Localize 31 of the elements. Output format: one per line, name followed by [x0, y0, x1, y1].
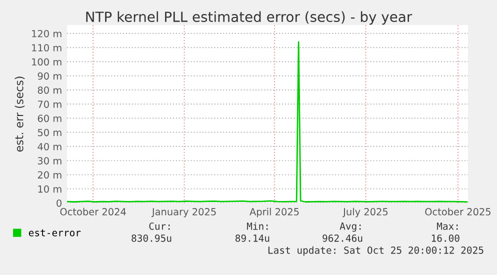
y-tick-label: 10 m [38, 185, 62, 193]
text: 89.14u [236, 234, 270, 242]
x-tick-label: July 2025 [342, 208, 388, 218]
text: Avg: [340, 222, 361, 232]
y-tick-label: 40 m [38, 142, 62, 150]
text: Min: [246, 222, 268, 230]
y-tick-label: 20 m [38, 171, 62, 179]
y-tick-label: 80 m [38, 86, 62, 94]
y-axis-title: est. err (secs) [14, 76, 25, 152]
text: 962.46u [322, 234, 362, 242]
y-tick-label: 70 m [38, 100, 62, 108]
y-tick-label: 30 m [38, 157, 62, 164]
y-tick-label: 90 m [38, 72, 62, 80]
y-tick-label: 60 m [38, 114, 62, 122]
chart-title: NTP kernel PLL estimated error (secs) - by year [86, 11, 412, 25]
x-tick-label: October 2025 [425, 208, 490, 216]
text: 830.95u [132, 234, 172, 242]
x-tick-label: October 2024 [60, 208, 126, 216]
text: Last update: Sat Oct 25 20:00:12 2025 [268, 246, 484, 256]
line-series [67, 41, 468, 203]
x-tick-label: January 2025 [151, 208, 216, 218]
text: Cur: [149, 222, 170, 230]
y-tick-label: 100 m [32, 58, 62, 66]
y-tick-label: 0 [56, 199, 62, 207]
legend-label: est-error [28, 229, 81, 236]
text: 16.00 [432, 234, 460, 242]
x-tick-label: April 2025 [250, 208, 299, 218]
text: Max: [436, 222, 458, 230]
y-tick-label: 110 m [32, 44, 62, 52]
y-tick-label: 50 m [38, 128, 62, 136]
y-tick-label: 120 m [32, 30, 62, 38]
